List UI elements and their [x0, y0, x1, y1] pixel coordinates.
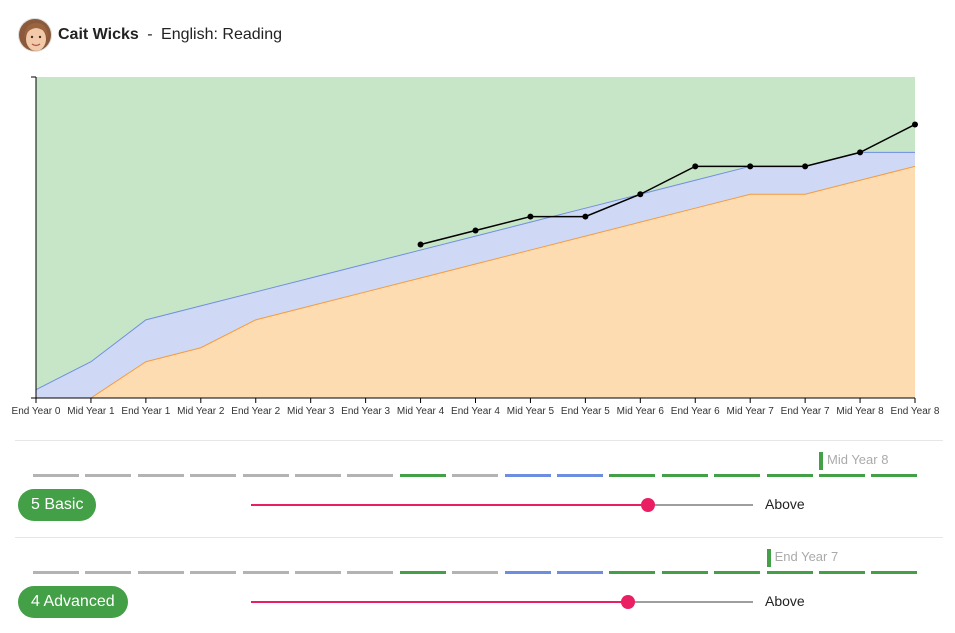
series-point [747, 163, 754, 170]
series-point [912, 121, 918, 128]
x-tick-label: End Year 4 [451, 406, 500, 417]
timeline-segment[interactable] [33, 474, 79, 477]
student-name[interactable]: Cait Wicks [58, 26, 139, 43]
x-tick-label: Mid Year 3 [287, 406, 335, 417]
assessment-row: End Year 7 4 Advanced Above [0, 537, 955, 633]
x-tick-label: Mid Year 1 [67, 406, 115, 417]
level-badge[interactable]: 4 Advanced [18, 586, 128, 618]
chart-band-line [89, 165, 915, 398]
timeline-segment[interactable] [504, 474, 551, 477]
timeline-marker [819, 452, 823, 470]
timeline-segment[interactable] [819, 571, 865, 574]
timeline-segment[interactable] [609, 571, 656, 574]
timeline-segment[interactable] [661, 474, 708, 477]
timeline-segment[interactable] [452, 474, 499, 477]
series-point [802, 163, 809, 170]
x-tick-label: Mid Year 4 [397, 406, 445, 417]
slider-value-label: Above [765, 496, 805, 512]
timeline-segment[interactable] [137, 571, 184, 574]
timeline-segment[interactable] [399, 474, 446, 477]
timeline-marker [766, 549, 771, 567]
slider-fill [251, 504, 648, 506]
x-tick-label: End Year 8 [891, 406, 940, 417]
timeline-track [33, 474, 923, 477]
series-point [637, 191, 644, 198]
student-avatar[interactable] [18, 18, 52, 52]
level-slider[interactable] [251, 498, 753, 512]
timeline-segment[interactable] [714, 571, 761, 574]
series-point [417, 241, 424, 248]
x-tick-label: End Year 3 [341, 406, 390, 417]
x-tick-label: Mid Year 8 [836, 406, 884, 417]
x-tick-label: End Year 7 [781, 406, 830, 417]
timeline-segment[interactable] [609, 474, 656, 477]
timeline-segment[interactable] [766, 474, 813, 477]
timeline-segment[interactable] [399, 571, 446, 574]
timeline-segment[interactable] [557, 571, 603, 574]
slider-value-label: Above [765, 593, 805, 609]
timeline-segment[interactable] [871, 571, 918, 574]
timeline-marker-label: Mid Year 8 [827, 452, 889, 467]
timeline-segment[interactable] [85, 571, 132, 574]
timeline-segment[interactable] [714, 474, 761, 477]
timeline-segment[interactable] [661, 571, 708, 574]
timeline-segment[interactable] [557, 474, 603, 477]
chart-band-area [36, 166, 915, 398]
timeline-segment[interactable] [85, 474, 132, 477]
timeline-segment[interactable] [242, 474, 289, 477]
slider-handle[interactable] [620, 595, 635, 609]
divider [15, 537, 943, 538]
timeline-segment[interactable] [766, 571, 813, 574]
timeline-segment[interactable] [33, 571, 79, 574]
timeline-segment[interactable] [347, 474, 394, 477]
timeline-segment[interactable] [347, 571, 394, 574]
timeline-segment[interactable] [242, 571, 289, 574]
x-tick-label: End Year 2 [231, 406, 280, 417]
timeline-segment[interactable] [190, 571, 237, 574]
avatar-icon [19, 19, 51, 51]
series-point [527, 213, 534, 220]
title-separator: - [147, 26, 153, 43]
x-tick-label: End Year 0 [12, 406, 61, 417]
x-tick-label: End Year 1 [121, 406, 170, 417]
timeline-segment[interactable] [819, 474, 865, 477]
timeline-segment[interactable] [295, 474, 341, 477]
timeline-segment[interactable] [137, 474, 184, 477]
timeline-segment[interactable] [452, 571, 499, 574]
series-point [857, 149, 864, 156]
page-title: Cait Wicks - English: Reading [58, 26, 282, 44]
slider-handle[interactable] [640, 498, 655, 512]
timeline-segment[interactable] [504, 571, 551, 574]
x-tick-label: Mid Year 2 [177, 406, 225, 417]
level-slider[interactable] [251, 595, 753, 609]
series-point [692, 163, 699, 170]
x-tick-label: Mid Year 7 [727, 406, 775, 417]
timeline-segment[interactable] [295, 571, 341, 574]
divider [15, 440, 943, 441]
series-point [582, 213, 589, 220]
progress-chart: End Year 0 Mid Year 1 End Year 1 Mid Year 2… [12, 76, 940, 417]
timeline-track [33, 571, 923, 574]
level-badge[interactable]: 5 Basic [18, 489, 97, 521]
timeline-segment[interactable] [871, 474, 918, 477]
header: Cait Wicks - English: Reading [18, 16, 282, 54]
series-line [420, 123, 916, 246]
assessment-row: Mid Year 8 5 Basic Above [0, 440, 955, 536]
series-point [472, 227, 479, 234]
x-tick-label: End Year 6 [671, 406, 720, 417]
timeline-marker-label: End Year 7 [774, 549, 839, 564]
x-tick-label: Mid Year 6 [617, 406, 665, 417]
x-tick-label: End Year 5 [561, 406, 610, 417]
timeline-segment[interactable] [190, 474, 237, 477]
subject-label: English: Reading [161, 26, 282, 43]
slider-fill [251, 601, 628, 603]
x-tick-label: Mid Year 5 [507, 406, 555, 417]
